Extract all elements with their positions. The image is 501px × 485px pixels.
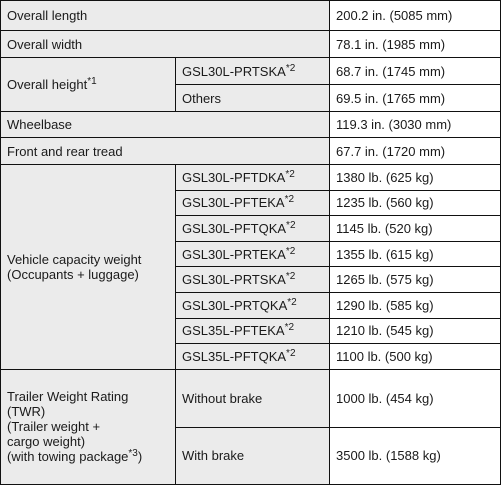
label-text: Wheelbase bbox=[7, 117, 73, 132]
label-text: Overall height bbox=[7, 77, 88, 92]
row-label: Wheelbase bbox=[0, 111, 330, 138]
label-text: (Occupants + luggage) bbox=[7, 266, 139, 282]
footnote-mark: *2 bbox=[285, 62, 296, 74]
value-cell: 1210 lb. (545 kg) bbox=[329, 317, 501, 345]
label-text: Overall width bbox=[7, 36, 83, 52]
model-text: GSL30L-PFTQKA bbox=[182, 220, 287, 236]
value-cell: 1000 lb. (454 kg) bbox=[329, 368, 501, 428]
value-cell: 1290 lb. (585 kg) bbox=[329, 291, 501, 319]
model-cell: GSL35L-PFTQKA*2 bbox=[175, 343, 330, 370]
model-cell: GSL30L-PFTEKA*2 bbox=[175, 189, 330, 217]
row-label: Overall width bbox=[0, 30, 330, 58]
value-cell: 1380 lb. (625 kg) bbox=[329, 164, 501, 191]
value-cell: 1145 lb. (520 kg) bbox=[329, 215, 501, 242]
table-row: Others 69.5 in. (1765 mm) bbox=[1, 84, 501, 112]
model-cell: GSL30L-PRTEKA*2 bbox=[175, 240, 330, 268]
model-text: GSL35L-PFTEKA bbox=[182, 323, 285, 339]
table-row: With brake 3500 lb. (1588 kg) bbox=[1, 426, 501, 485]
label-line: Vehicle capacity weight bbox=[7, 252, 175, 267]
value-cell: 78.1 in. (1985 mm) bbox=[329, 30, 501, 58]
label-line: (TWR) bbox=[7, 404, 175, 419]
model-cell: GSL30L-PRTSKA*2 bbox=[175, 266, 330, 293]
table-row: Trailer Weight Rating (TWR) (Trailer weigh… bbox=[0, 368, 501, 485]
footnote-mark: *2 bbox=[285, 245, 296, 257]
model-text: GSL35L-PFTQKA bbox=[182, 348, 287, 364]
value-cell: 1355 lb. (615 kg) bbox=[329, 240, 501, 268]
value-cell: 67.7 in. (1720 mm) bbox=[329, 137, 501, 165]
table-row: Overall length 200.2 in. (5085 mm) bbox=[0, 0, 501, 31]
model-cell: Others bbox=[175, 84, 330, 112]
footnote-mark: *2 bbox=[287, 296, 297, 308]
model-text: GSL30L-PFTEKA bbox=[182, 195, 285, 211]
label-text: Front and rear tread bbox=[7, 143, 123, 159]
row-label: Trailer Weight Rating (TWR) (Trailer weigh… bbox=[0, 368, 176, 485]
model-cell: Without brake bbox=[175, 368, 330, 428]
label-line: (with towing package*3) bbox=[7, 448, 175, 465]
table-row: Overall width 78.1 in. (1985 mm) bbox=[0, 30, 501, 58]
table-row: GSL30L-PRTQKA*2 1290 lb. (585 kg) bbox=[1, 291, 501, 319]
label-text: ) bbox=[137, 449, 143, 465]
label-line: cargo weight) bbox=[7, 434, 175, 449]
table-row: GSL35L-PFTEKA*2 1210 lb. (545 kg) bbox=[1, 317, 501, 345]
label-text: Trailer Weight Rating bbox=[7, 389, 129, 405]
label-text: cargo weight) bbox=[7, 434, 86, 450]
footnote-mark: *2 bbox=[286, 347, 296, 359]
footnote-mark: *2 bbox=[285, 271, 296, 283]
model-text: GSL30L-PRTEKA bbox=[182, 246, 286, 262]
label-line: Trailer Weight Rating bbox=[7, 389, 175, 404]
row-label: Vehicle capacity weight (Occupants + lugg… bbox=[0, 164, 176, 370]
table-row: GSL30L-PFTQKA*2 1145 lb. (520 kg) bbox=[1, 215, 501, 242]
row-label: Overall length bbox=[0, 0, 330, 31]
value-cell: 119.3 in. (3030 mm) bbox=[329, 111, 501, 138]
label-text: (Trailer weight + bbox=[7, 419, 101, 435]
label-line: (Trailer weight + bbox=[7, 419, 175, 434]
value-cell: 1265 lb. (575 kg) bbox=[329, 266, 501, 293]
model-cell: GSL30L-PRTQKA*2 bbox=[175, 291, 330, 319]
value-cell: 68.7 in. (1745 mm) bbox=[329, 57, 501, 85]
model-text: GSL30L-PRTSKA bbox=[182, 63, 286, 79]
model-cell: With brake bbox=[175, 426, 330, 485]
model-text: Others bbox=[182, 90, 222, 106]
row-label: Front and rear tread bbox=[0, 137, 330, 165]
model-text: GSL30L-PRTQKA bbox=[182, 297, 288, 313]
model-cell: GSL30L-PRTSKA*2 bbox=[175, 57, 330, 85]
label-text: (with towing package bbox=[7, 449, 129, 465]
value-cell: 1235 lb. (560 kg) bbox=[329, 189, 501, 217]
footnote-mark: *2 bbox=[284, 194, 295, 206]
footnote-mark: *2 bbox=[284, 322, 295, 334]
table-row: Front and rear tread 67.7 in. (1720 mm) bbox=[0, 137, 501, 165]
model-cell: GSL35L-PFTEKA*2 bbox=[175, 317, 330, 345]
row-label: Overall height*1 bbox=[0, 57, 176, 112]
value-cell: 200.2 in. (5085 mm) bbox=[329, 0, 501, 31]
label-text: Vehicle capacity weight bbox=[7, 251, 142, 267]
model-text: GSL30L-PFTDKA bbox=[182, 169, 286, 185]
model-text: With brake bbox=[182, 448, 245, 464]
footnote-mark: *3 bbox=[128, 448, 138, 460]
label-text: Overall length bbox=[7, 8, 88, 23]
table-row: GSL30L-PRTEKA*2 1355 lb. (615 kg) bbox=[1, 240, 501, 268]
table-row: Wheelbase 119.3 in. (3030 mm) bbox=[0, 111, 501, 138]
footnote-mark: *2 bbox=[286, 219, 296, 231]
table-row: Vehicle capacity weight (Occupants + lugg… bbox=[0, 164, 501, 370]
footnote-mark: *2 bbox=[285, 168, 295, 180]
model-text: GSL30L-PRTSKA bbox=[182, 272, 286, 288]
footnote-mark: *1 bbox=[87, 76, 97, 87]
model-text: Without brake bbox=[182, 390, 263, 406]
table-row: GSL35L-PFTQKA*2 1100 lb. (500 kg) bbox=[1, 343, 501, 370]
value-cell: 69.5 in. (1765 mm) bbox=[329, 84, 501, 112]
label-text: (TWR) bbox=[7, 404, 46, 420]
model-cell: GSL30L-PFTDKA*2 bbox=[175, 164, 330, 191]
table-row: Overall height*1 GSL30L-PRTSKA*2 68.7 in. … bbox=[0, 57, 501, 112]
model-cell: GSL30L-PFTQKA*2 bbox=[175, 215, 330, 242]
value-cell: 1100 lb. (500 kg) bbox=[329, 343, 501, 370]
value-cell: 3500 lb. (1588 kg) bbox=[329, 426, 501, 485]
label-line: (Occupants + luggage) bbox=[7, 267, 175, 282]
